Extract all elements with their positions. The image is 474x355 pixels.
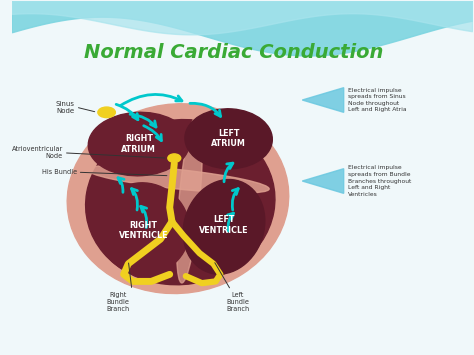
Ellipse shape — [67, 104, 289, 294]
Polygon shape — [302, 88, 344, 112]
Text: Normal Cardiac Conduction: Normal Cardiac Conduction — [83, 43, 383, 62]
Ellipse shape — [168, 154, 181, 162]
Polygon shape — [12, 1, 473, 56]
Ellipse shape — [98, 107, 115, 118]
Text: RIGHT
VENTRICLE: RIGHT VENTRICLE — [118, 221, 168, 240]
Polygon shape — [12, 1, 473, 35]
Ellipse shape — [177, 114, 202, 283]
Ellipse shape — [97, 183, 190, 274]
Ellipse shape — [87, 165, 269, 193]
Ellipse shape — [185, 109, 272, 169]
Text: LEFT
ATRIUM: LEFT ATRIUM — [211, 129, 246, 148]
Text: Sinus
Node: Sinus Node — [55, 100, 74, 114]
Ellipse shape — [88, 112, 190, 176]
Text: Left
Bundle
Branch: Left Bundle Branch — [226, 292, 249, 312]
Text: Atrioventricular
Node: Atrioventricular Node — [12, 146, 63, 159]
Text: Right
Bundle
Branch: Right Bundle Branch — [107, 292, 130, 312]
Text: RIGHT
ATRIUM: RIGHT ATRIUM — [121, 134, 156, 154]
Text: Electrical impulse
spreads from Sinus
Node throughout
Left and Right Atria: Electrical impulse spreads from Sinus No… — [348, 88, 407, 113]
Text: Electrical impulse
spreads from Bundle
Branches throughout
Left and Right
Ventri: Electrical impulse spreads from Bundle B… — [348, 165, 412, 197]
Ellipse shape — [86, 120, 275, 285]
Text: LEFT
VENTRICLE: LEFT VENTRICLE — [199, 215, 249, 235]
Text: His Bundle: His Bundle — [42, 169, 77, 175]
Ellipse shape — [183, 180, 265, 274]
Polygon shape — [302, 169, 344, 193]
